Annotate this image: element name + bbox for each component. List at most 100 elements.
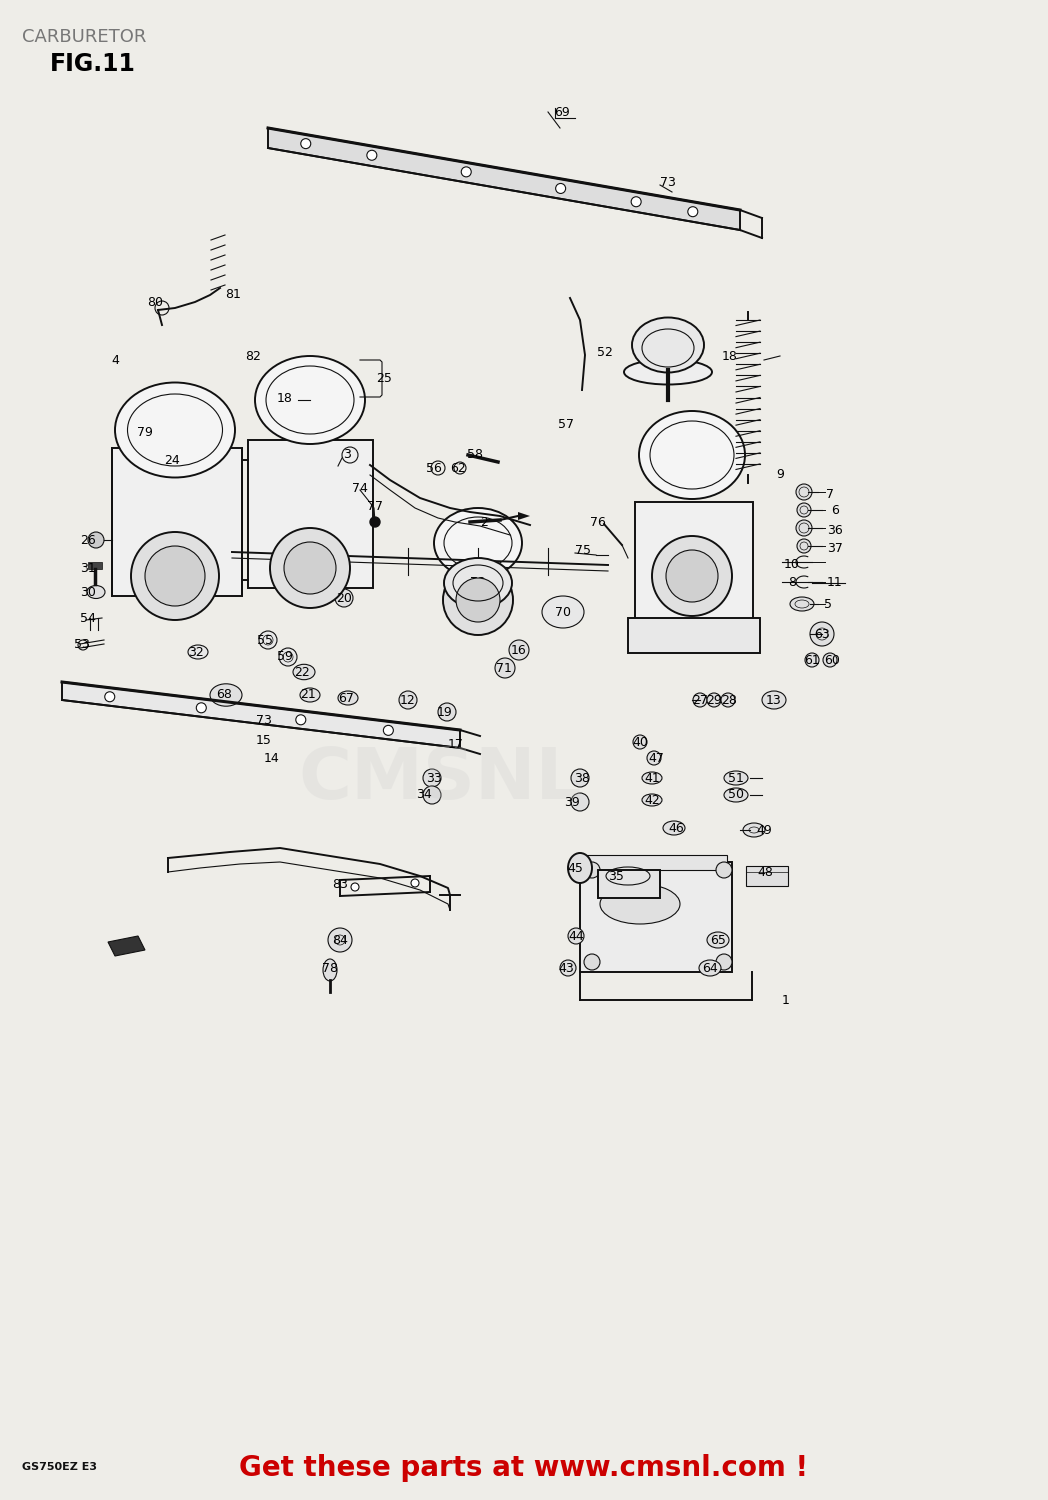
Bar — [635, 503, 754, 630]
Circle shape — [270, 528, 350, 608]
Text: 28: 28 — [721, 693, 737, 706]
Text: 32: 32 — [189, 645, 204, 658]
Ellipse shape — [339, 692, 358, 705]
Text: 33: 33 — [427, 771, 442, 784]
Text: 71: 71 — [496, 662, 511, 675]
Circle shape — [584, 954, 601, 970]
Text: 44: 44 — [568, 930, 584, 942]
Circle shape — [495, 658, 515, 678]
Ellipse shape — [743, 824, 765, 837]
Circle shape — [351, 884, 359, 891]
Ellipse shape — [642, 794, 662, 806]
Text: 54: 54 — [80, 612, 96, 624]
Text: 21: 21 — [300, 688, 315, 702]
Text: 65: 65 — [711, 933, 726, 946]
Text: 75: 75 — [575, 543, 591, 556]
Circle shape — [631, 196, 641, 207]
Text: 9: 9 — [777, 468, 784, 482]
Circle shape — [687, 207, 698, 216]
Text: 76: 76 — [590, 516, 606, 530]
Circle shape — [456, 578, 500, 622]
Text: CARBURETOR: CARBURETOR — [22, 28, 147, 46]
Text: 78: 78 — [322, 962, 339, 975]
Ellipse shape — [210, 684, 242, 706]
Text: 58: 58 — [467, 448, 483, 462]
Text: 68: 68 — [216, 688, 232, 702]
Circle shape — [796, 484, 812, 500]
Circle shape — [399, 692, 417, 709]
Text: 84: 84 — [332, 933, 348, 946]
Text: 25: 25 — [376, 372, 392, 384]
Circle shape — [716, 862, 732, 877]
Circle shape — [328, 928, 352, 952]
Circle shape — [571, 794, 589, 812]
Ellipse shape — [639, 411, 745, 500]
Text: 36: 36 — [827, 524, 843, 537]
Circle shape — [438, 704, 456, 722]
Circle shape — [571, 770, 589, 788]
Circle shape — [568, 928, 584, 944]
Circle shape — [796, 520, 812, 536]
Circle shape — [131, 532, 219, 620]
Ellipse shape — [724, 771, 748, 784]
Ellipse shape — [293, 664, 315, 680]
Bar — [580, 862, 732, 972]
Text: 41: 41 — [645, 771, 660, 784]
Polygon shape — [268, 128, 740, 230]
Circle shape — [145, 546, 205, 606]
Text: 46: 46 — [669, 822, 684, 834]
Ellipse shape — [444, 558, 512, 608]
Circle shape — [647, 752, 661, 765]
Ellipse shape — [87, 585, 105, 598]
Ellipse shape — [188, 645, 208, 658]
Text: 53: 53 — [74, 638, 90, 651]
Circle shape — [721, 693, 735, 706]
Circle shape — [196, 704, 206, 712]
Bar — [585, 855, 727, 870]
Text: 81: 81 — [225, 288, 241, 302]
Circle shape — [301, 138, 311, 148]
Text: 83: 83 — [332, 878, 348, 891]
Ellipse shape — [663, 821, 685, 836]
Text: 11: 11 — [827, 576, 843, 590]
Ellipse shape — [699, 960, 721, 976]
Ellipse shape — [542, 596, 584, 628]
Circle shape — [716, 954, 732, 970]
Text: 22: 22 — [294, 666, 310, 678]
Text: 64: 64 — [702, 962, 718, 975]
Text: 7: 7 — [826, 488, 834, 501]
Text: 43: 43 — [559, 962, 574, 975]
Circle shape — [423, 786, 441, 804]
Text: GS750EZ E3: GS750EZ E3 — [22, 1462, 97, 1472]
Bar — [248, 440, 373, 588]
Text: 4: 4 — [111, 354, 118, 366]
Text: 38: 38 — [574, 771, 590, 784]
Text: 55: 55 — [257, 633, 272, 646]
Circle shape — [296, 716, 306, 724]
Circle shape — [88, 532, 104, 548]
Text: FIG.11: FIG.11 — [50, 53, 136, 76]
Circle shape — [823, 652, 837, 668]
Circle shape — [443, 566, 514, 634]
Polygon shape — [62, 682, 460, 748]
Ellipse shape — [323, 958, 337, 981]
Text: 77: 77 — [367, 501, 383, 513]
Text: 49: 49 — [756, 824, 772, 837]
Text: 45: 45 — [567, 861, 583, 874]
Polygon shape — [518, 512, 530, 520]
Text: 74: 74 — [352, 482, 368, 495]
Text: 8: 8 — [788, 576, 796, 588]
Text: 29: 29 — [706, 693, 722, 706]
Text: 19: 19 — [437, 705, 453, 718]
Circle shape — [509, 640, 529, 660]
Circle shape — [423, 770, 441, 788]
Bar — [112, 448, 242, 596]
Bar — [88, 562, 102, 568]
Text: 72: 72 — [471, 576, 486, 590]
Circle shape — [284, 542, 336, 594]
Text: 47: 47 — [648, 752, 664, 765]
Text: 80: 80 — [147, 297, 163, 309]
Circle shape — [665, 550, 718, 602]
Ellipse shape — [632, 318, 704, 372]
Text: 12: 12 — [400, 693, 416, 706]
